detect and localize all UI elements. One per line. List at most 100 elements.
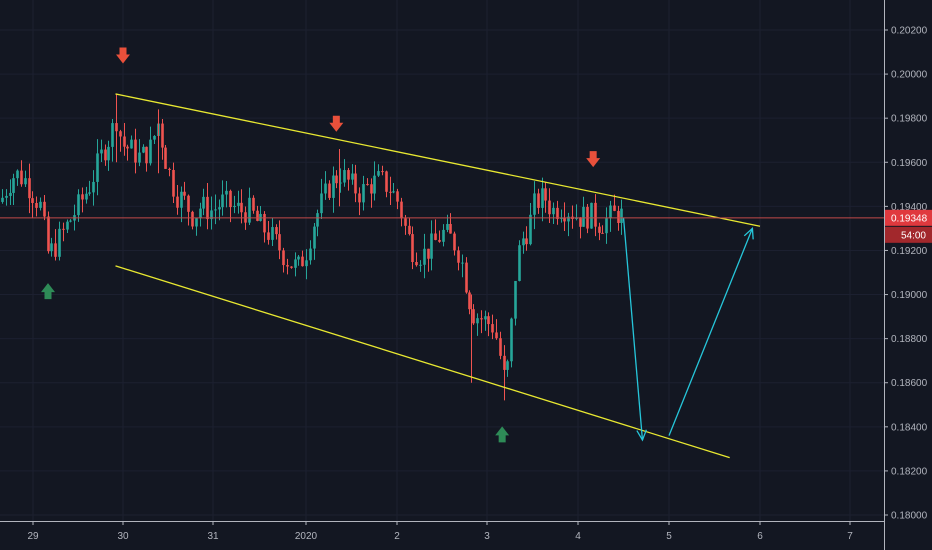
x-tick-label: 2 [394,531,400,542]
candle-body [85,193,88,200]
candle-body [499,338,502,356]
candle-body [491,324,494,333]
candle-body [579,217,582,227]
candle-body [373,175,376,194]
x-tick-label: 7 [847,531,853,542]
candle-body [24,178,27,185]
candle-body [267,232,270,240]
candle-body [316,213,319,227]
y-tick-label: 0.18000 [891,511,928,522]
candle-body [305,260,308,267]
channel-line-upper[interactable] [115,93,761,227]
candle-body [377,171,380,176]
projection-up-line[interactable] [668,228,754,436]
candle-body [552,207,555,215]
candle-body [370,184,373,194]
candle-body [419,264,422,266]
candle-body [119,131,122,137]
candle-body [487,316,490,325]
candle-body [582,206,585,227]
candle-body [237,202,240,206]
candle-body [180,191,183,208]
candle-body [66,221,69,230]
candle-body [31,198,34,203]
candle-body [240,202,243,213]
candle-body [563,217,566,222]
x-tick-label: 6 [757,531,763,542]
candle-body [282,250,285,266]
countdown-tag [885,226,932,243]
channel-line-lower[interactable] [115,265,730,459]
candle-body [613,205,616,211]
candle-body [518,245,521,281]
candle-body [381,171,384,173]
price-axis-panel[interactable] [884,0,932,550]
candle-body [525,238,528,245]
candle-body [286,265,289,267]
candle-body [168,168,171,170]
y-tick-label: 0.19200 [891,246,928,257]
candle-body [362,184,365,203]
candle-body [411,234,414,263]
candle-body [5,195,8,198]
candle-body [20,170,23,185]
y-tick-label: 0.18800 [891,334,928,345]
candle-body [484,316,487,320]
candle-body [442,229,445,242]
projection-down-line[interactable] [622,217,644,441]
candle-body [609,205,612,219]
candle-body [408,225,411,235]
candle-body [153,135,156,140]
candle-body [111,123,114,147]
candle-body [465,262,468,293]
candle-body [522,238,525,246]
candle-body [537,193,540,208]
drawings [115,93,761,459]
candle-body [107,146,110,161]
candle-body [1,197,4,202]
x-tick-label: 29 [27,531,39,542]
candle-body [358,193,361,203]
candle-body [62,228,65,230]
candle-body [54,243,57,257]
candle-body [415,262,418,266]
candle-body [229,190,232,208]
candle-body [301,256,304,267]
candle-body [332,175,335,198]
candle-body [351,173,354,180]
arrow-down-icon [586,151,601,168]
candle-body [290,266,293,268]
candle-body [548,200,551,215]
candle-body [541,188,544,208]
arrow-up-icon [495,426,510,443]
candle-body [35,202,38,208]
candle-body [28,178,31,199]
candle-body [104,149,107,161]
candle-body [69,220,72,222]
candle-body [335,175,338,184]
y-tick-label: 0.19400 [891,202,928,213]
candle-body [400,201,403,219]
candle-body [252,197,255,211]
candle-body [389,191,392,193]
candle-body [617,210,620,223]
candle-body [248,197,251,223]
candle-body [161,123,164,148]
candle-body [47,216,50,252]
time-axis-panel[interactable] [0,521,884,550]
candle-body [514,280,517,319]
candle-body [480,318,483,320]
x-tick-label: 4 [575,531,581,542]
candle-body [50,243,53,252]
y-tick-label: 0.20200 [891,26,928,37]
candle-body [328,183,331,198]
candle-body [320,193,323,214]
candle-body [126,146,129,149]
candle-body [12,178,15,193]
candle-body [187,195,190,212]
candle-body [544,188,547,201]
countdown-label: 54:00 [901,230,926,241]
candle-body [366,184,369,186]
candle-body [461,262,464,264]
